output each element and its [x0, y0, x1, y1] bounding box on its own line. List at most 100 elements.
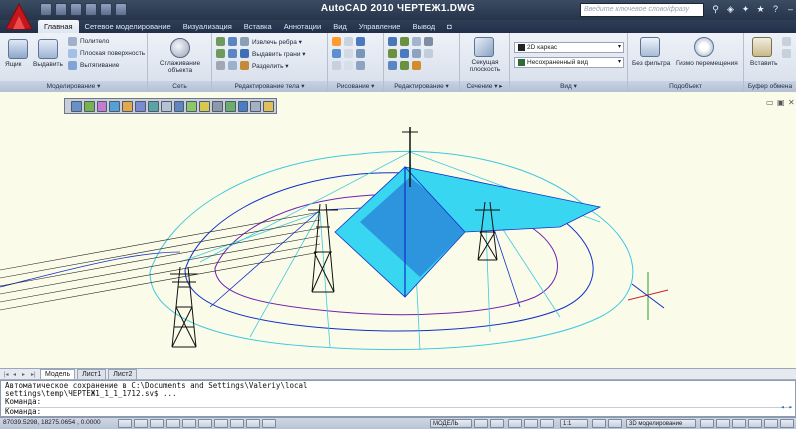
extract-edges-label[interactable]: Извлечь ребра ▾	[252, 39, 302, 46]
toolbar-icon-1[interactable]	[71, 101, 82, 112]
interfere-icon[interactable]	[228, 49, 237, 58]
polysolid-label[interactable]: Политело	[80, 38, 110, 45]
ortho-mode-button[interactable]	[150, 419, 164, 428]
ellipse-icon[interactable]	[356, 49, 365, 58]
polysolid-icon[interactable]	[68, 37, 77, 46]
tab-visualize[interactable]: Визуализация	[182, 22, 232, 31]
saved-view-dropdown[interactable]: Несохраненный вид ▾	[514, 57, 624, 68]
panel-modeling-title[interactable]: Моделирование ▾	[0, 81, 147, 92]
tab-view[interactable]: Вид	[333, 22, 347, 31]
toolbar-icon-15[interactable]	[250, 101, 262, 112]
binoculars-icon[interactable]: ⚲	[712, 4, 719, 14]
extract-edges-icon[interactable]	[240, 37, 249, 46]
subtract-icon[interactable]	[228, 37, 237, 46]
extrude-icon[interactable]	[38, 39, 58, 59]
plot-icon[interactable]	[115, 3, 127, 16]
slice-icon[interactable]	[216, 61, 225, 70]
toolbar-icon-10[interactable]	[186, 101, 198, 112]
smooth-object-label[interactable]: Сглаживание объекта	[159, 60, 201, 74]
presspull-label[interactable]: Вытягивание	[80, 62, 120, 69]
move-gizmo-label[interactable]: Гизмо перемещения	[676, 60, 738, 67]
intersect-icon[interactable]	[216, 49, 225, 58]
viewport-close-icon[interactable]: ✕	[788, 98, 795, 107]
toolbar-icon-14[interactable]	[237, 101, 249, 112]
align-icon[interactable]	[388, 61, 397, 70]
cut-icon[interactable]	[782, 37, 791, 46]
panel-draw-title[interactable]: Рисование ▾	[328, 81, 383, 92]
polar-tracking-button[interactable]	[166, 419, 180, 428]
isolate-objects-icon[interactable]	[732, 419, 746, 428]
open-icon[interactable]	[55, 3, 67, 16]
tab-output[interactable]: Вывод	[412, 22, 436, 31]
toolbar-icon-13[interactable]	[224, 101, 236, 112]
fillet-icon[interactable]	[388, 49, 397, 58]
tab-layout1[interactable]: Лист1	[77, 369, 107, 379]
save-icon[interactable]	[70, 3, 82, 16]
panel-modify-title[interactable]: Редактирование ▾	[384, 81, 459, 92]
move-gizmo-icon[interactable]	[694, 37, 714, 57]
separate-label[interactable]: Разделить ▾	[252, 63, 289, 70]
dyn-button[interactable]	[246, 419, 260, 428]
clean-screen-icon[interactable]	[764, 419, 778, 428]
autoscale-icon[interactable]	[608, 419, 622, 428]
toolbar-icon-16[interactable]	[263, 101, 274, 112]
paste-icon[interactable]	[752, 37, 772, 57]
tab-home[interactable]: Главная	[38, 20, 79, 33]
arc-icon[interactable]	[356, 37, 365, 46]
box-icon[interactable]	[8, 39, 28, 59]
planar-surface-icon[interactable]	[68, 49, 77, 58]
3d-osnap-button[interactable]	[198, 419, 212, 428]
paste-label[interactable]: Вставить	[750, 60, 778, 67]
offset-icon[interactable]	[400, 49, 409, 58]
model-space-button[interactable]: МОДЕЛЬ	[430, 419, 472, 428]
toolbar-icon-5[interactable]	[122, 101, 134, 112]
no-filter-icon[interactable]	[640, 37, 660, 57]
lock-icon[interactable]	[700, 419, 714, 428]
line-icon[interactable]	[332, 37, 341, 46]
array-icon[interactable]	[412, 37, 421, 46]
snap-mode-button[interactable]	[118, 419, 132, 428]
command-input[interactable]: Команда:	[5, 407, 791, 415]
lineweight-button[interactable]	[262, 419, 276, 428]
tab-insert[interactable]: Вставка	[243, 22, 272, 31]
3d-mirror-icon[interactable]	[400, 61, 409, 70]
visual-style-dropdown[interactable]: 2D каркас ▾	[514, 42, 624, 53]
presspull-icon[interactable]	[68, 61, 77, 70]
tab-mesh-modeling[interactable]: Сетевое моделирование	[84, 22, 171, 31]
viewport-restore-icon[interactable]: ▣	[777, 98, 785, 107]
circle-icon[interactable]	[344, 49, 353, 58]
annotation-scale-button[interactable]: 1:1	[560, 419, 588, 428]
separate-icon[interactable]	[240, 61, 249, 70]
new-icon[interactable]	[40, 3, 52, 16]
region-icon[interactable]	[356, 61, 365, 70]
toolbar-icon-12[interactable]	[211, 101, 223, 112]
panel-solid-editing-title[interactable]: Редактирование тела ▾	[212, 81, 327, 92]
ribbon-toggle-icon[interactable]: ◘	[447, 22, 452, 31]
section-plane-icon[interactable]	[474, 37, 494, 57]
object-snap-button[interactable]	[182, 419, 196, 428]
next-tab-icon[interactable]: ▸	[22, 371, 26, 378]
copy-icon[interactable]	[782, 49, 791, 58]
first-tab-icon[interactable]: |◂	[4, 371, 9, 378]
rotate-icon[interactable]	[400, 37, 409, 46]
undo-icon[interactable]	[85, 3, 97, 16]
favorites-icon[interactable]: ★	[756, 4, 765, 14]
extend-icon[interactable]	[424, 49, 433, 58]
otrack-button[interactable]	[214, 419, 228, 428]
search-input[interactable]: Введите ключевое слово/фразу	[580, 3, 704, 17]
toolbar-icon-11[interactable]	[199, 101, 210, 112]
tab-layout2[interactable]: Лист2	[108, 369, 138, 379]
spline-icon[interactable]	[332, 49, 341, 58]
quick-view-layouts-icon[interactable]	[474, 419, 488, 428]
grid-display-button[interactable]	[134, 419, 148, 428]
toolbar-icon-2[interactable]	[83, 101, 95, 112]
annotation-visibility-icon[interactable]	[592, 419, 606, 428]
toolbar-icon-8[interactable]	[160, 101, 172, 112]
polyline-icon[interactable]	[344, 37, 353, 46]
mirror-icon[interactable]	[424, 37, 433, 46]
quick-view-drawings-icon[interactable]	[490, 419, 504, 428]
extrude-faces-label[interactable]: Выдавить грани ▾	[252, 51, 306, 58]
panel-view-title[interactable]: Вид ▾	[510, 81, 627, 92]
tab-annotate[interactable]: Аннотации	[283, 22, 322, 31]
application-button[interactable]	[2, 1, 36, 33]
